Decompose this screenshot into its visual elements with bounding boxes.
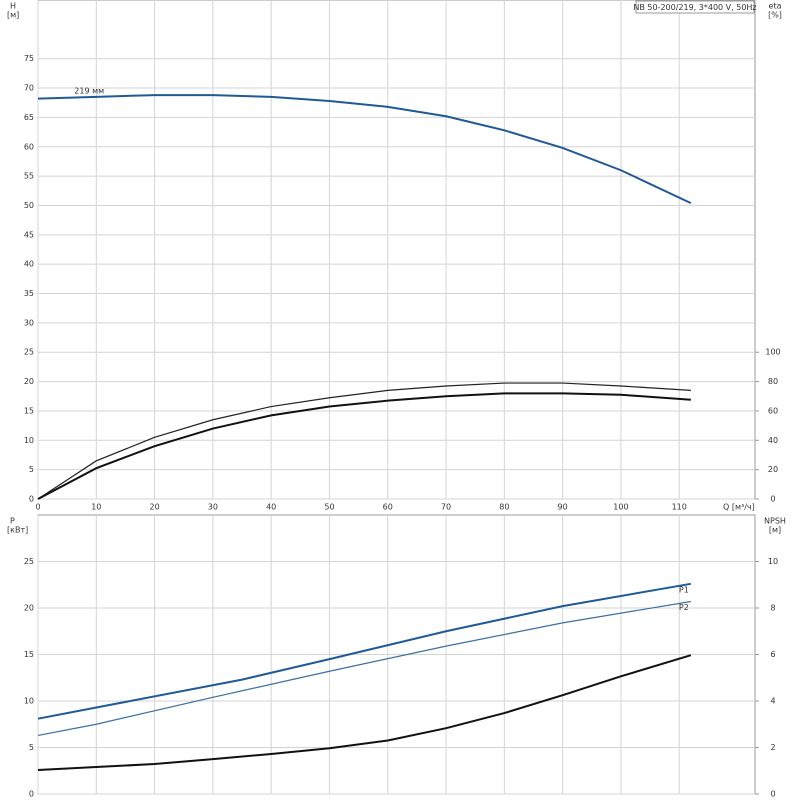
x-tick-label: 30	[208, 503, 218, 512]
x-tick-label: 10	[91, 503, 101, 512]
x-tick-label: 40	[266, 503, 276, 512]
y2-tick-label: 60	[768, 406, 778, 415]
y-tick-label: 45	[24, 230, 34, 239]
x-tick-label: 60	[383, 503, 393, 512]
curve-label: P1	[679, 585, 689, 594]
x-tick-label: 50	[324, 503, 334, 512]
chart-title: NB 50-200/219, 3*400 V, 50Hz	[633, 3, 756, 12]
x-tick-label: 110	[672, 503, 687, 512]
y2-tick-label: 40	[768, 436, 778, 445]
y-tick-label: 10	[24, 436, 34, 445]
y-tick-label: 65	[24, 113, 34, 122]
y-tick-label: 40	[24, 260, 34, 269]
y-axis-label: P	[10, 517, 15, 526]
y2-axis-unit: [%]	[768, 11, 782, 20]
y-tick-label: 70	[24, 84, 34, 93]
curve	[37, 382, 691, 500]
y-tick-label: 30	[24, 318, 34, 327]
y2-tick-label: 2	[770, 743, 775, 752]
y-tick-label: 0	[29, 790, 34, 799]
x-tick-label: 0	[35, 503, 40, 512]
y2-axis-label: NPSH	[764, 517, 786, 526]
curve-label: 219 мм	[74, 86, 104, 95]
y-tick-label: 5	[29, 465, 34, 474]
x-tick-label: 100	[613, 503, 628, 512]
y-tick-label: 25	[24, 557, 34, 566]
y2-tick-label: 20	[768, 465, 778, 474]
y-tick-label: 35	[24, 289, 34, 298]
y2-axis-label: eta	[769, 2, 782, 11]
y2-tick-label: 0	[770, 790, 775, 799]
y2-tick-label: 100	[765, 348, 780, 357]
x-tick-label: 20	[149, 503, 159, 512]
curve	[37, 582, 692, 720]
curve	[37, 654, 692, 772]
y-tick-label: 5	[29, 743, 34, 752]
curve-label: P2	[679, 603, 689, 612]
y2-tick-label: 0	[770, 495, 775, 504]
y-tick-label: 50	[24, 201, 34, 210]
y-tick-label: 15	[24, 650, 34, 659]
y2-tick-label: 8	[770, 604, 775, 613]
y2-tick-label: 4	[770, 697, 775, 706]
y-tick-label: 75	[24, 54, 34, 63]
curve	[37, 94, 692, 205]
curve	[37, 600, 691, 736]
x-tick-label: 80	[499, 503, 509, 512]
y-axis-unit: [кВт]	[7, 526, 28, 535]
y2-tick-label: 10	[768, 557, 778, 566]
y-tick-label: 20	[24, 377, 34, 386]
y2-tick-label: 6	[770, 650, 775, 659]
y-tick-label: 0	[29, 495, 34, 504]
y-axis-label: H	[10, 2, 16, 11]
x-axis-label: Q [м³/ч]	[723, 503, 755, 512]
y-tick-label: 55	[24, 172, 34, 181]
y-tick-label: 25	[24, 348, 34, 357]
y-tick-label: 15	[24, 406, 34, 415]
y2-axis-unit: [м]	[769, 526, 781, 535]
y-tick-label: 10	[24, 697, 34, 706]
y-tick-label: 20	[24, 604, 34, 613]
x-tick-label: 90	[558, 503, 568, 512]
plot-area	[37, 0, 756, 500]
y2-tick-label: 80	[768, 377, 778, 386]
y-axis-unit: [м]	[7, 11, 19, 20]
y-tick-label: 60	[24, 142, 34, 151]
curve	[37, 392, 691, 500]
x-tick-label: 70	[441, 503, 451, 512]
title-box	[635, 0, 755, 14]
